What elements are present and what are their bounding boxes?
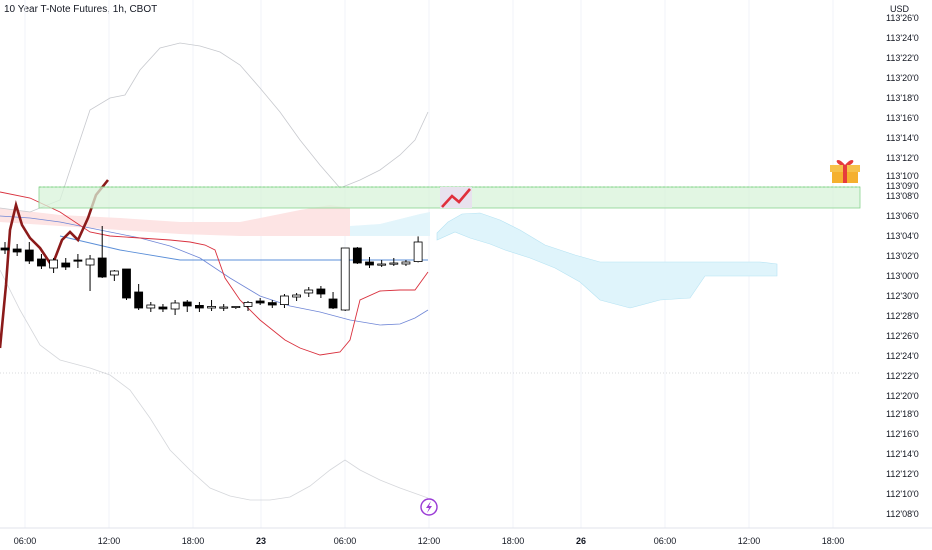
time-tick-label: 18:00 — [182, 536, 205, 546]
time-tick-label: 12:00 — [418, 536, 441, 546]
ichimoku-cloud-past-upper — [350, 212, 430, 236]
time-tick-label: 06:00 — [654, 536, 677, 546]
candle-bearish[interactable] — [316, 288, 326, 295]
candle-bullish[interactable] — [292, 294, 302, 298]
kijun-sen-line — [59, 235, 428, 261]
candles-group[interactable] — [0, 226, 423, 315]
price-tick-label: 113'18'0 — [886, 93, 919, 103]
candle-bullish[interactable] — [280, 295, 289, 306]
candle-bullish[interactable] — [85, 258, 95, 266]
tenkan-sen-line — [0, 191, 429, 356]
price-axis[interactable]: 113'26'0 113'24'0 113'22'0 113'20'0 113'18'0… — [886, 13, 919, 519]
time-tick-label: 26 — [576, 536, 586, 546]
price-tick-label: 112'16'0 — [886, 429, 919, 439]
candle-bearish[interactable] — [97, 257, 107, 278]
price-tick-label: 112'14'0 — [886, 449, 919, 459]
price-tick-label: 113'02'0 — [886, 251, 919, 261]
candle-bearish[interactable] — [158, 306, 168, 310]
chart-title: 10 Year T-Note Futures, 1h, CBOT — [4, 4, 158, 15]
candle-bearish[interactable] — [365, 261, 374, 266]
currency-label: USD — [890, 4, 910, 14]
price-tick-label: 113'08'0 — [886, 191, 919, 201]
bollinger-upper-band — [0, 42, 429, 213]
candle-bullish[interactable] — [146, 304, 156, 309]
candle-bullish[interactable] — [109, 270, 119, 276]
candle-bearish[interactable] — [37, 258, 46, 267]
candle-bearish[interactable] — [61, 262, 71, 268]
candle-bullish[interactable] — [49, 259, 58, 269]
time-tick-label: 06:00 — [334, 536, 357, 546]
candle-bullish[interactable] — [219, 306, 229, 309]
candle-bearish[interactable] — [0, 247, 10, 251]
price-tick-label: 112'26'0 — [886, 331, 919, 341]
lightning-event-icon[interactable] — [420, 498, 438, 516]
candle-bullish[interactable] — [304, 289, 314, 294]
candle-bullish[interactable] — [207, 305, 216, 309]
price-tick-label: 112'10'0 — [886, 489, 919, 499]
time-tick-label: 12:00 — [98, 536, 121, 546]
gift-icon[interactable] — [830, 159, 860, 183]
candle-bearish[interactable] — [134, 291, 144, 309]
candle-bullish[interactable] — [243, 301, 253, 307]
candle-bullish[interactable] — [231, 305, 241, 308]
price-tick-label: 113'10'0 — [886, 171, 919, 181]
candle-bearish[interactable] — [182, 301, 192, 307]
price-tick-label: 113'06'0 — [886, 211, 919, 221]
candle-bullish[interactable] — [389, 262, 399, 265]
candle-bullish[interactable] — [377, 263, 387, 266]
forecast-pattern-icon[interactable] — [440, 187, 472, 208]
ichimoku-cloud-past — [0, 205, 350, 236]
candle-bearish[interactable] — [267, 302, 277, 306]
price-tick-label: 113'20'0 — [886, 73, 919, 83]
candle-bullish[interactable] — [413, 241, 423, 263]
price-tick-label: 112'18'0 — [886, 409, 919, 419]
time-tick-label: 18:00 — [822, 536, 845, 546]
price-tick-label: 112'24'0 — [886, 351, 919, 361]
price-tick-label: 112'28'0 — [886, 311, 919, 321]
time-tick-label: 23 — [256, 536, 266, 546]
time-axis[interactable]: 06:00 12:00 18:00 23 06:00 12:00 18:00 26 06:00 1… — [14, 536, 845, 546]
candle-bearish[interactable] — [352, 247, 362, 264]
candle-bearish[interactable] — [24, 249, 34, 262]
price-tick-label: 113'14'0 — [886, 133, 919, 143]
price-tick-label: 113'00'0 — [886, 271, 919, 281]
candle-bearish[interactable] — [12, 248, 22, 253]
candle-bullish[interactable] — [401, 261, 411, 265]
candle-bearish[interactable] — [122, 268, 131, 299]
bollinger-lower-band — [0, 269, 429, 501]
price-tick-label: 112'08'0 — [886, 509, 919, 519]
price-tick-label: 113'16'0 — [886, 113, 919, 123]
time-tick-label: 12:00 — [738, 536, 761, 546]
price-tick-label: 112'12'0 — [886, 469, 919, 479]
price-tick-label: 113'24'0 — [886, 33, 919, 43]
bollinger-middle-band — [0, 215, 429, 326]
price-tick-label: 113'26'0 — [886, 13, 919, 23]
candle-bearish[interactable] — [194, 304, 204, 309]
candle-bullish[interactable] — [170, 302, 180, 310]
ichimoku-cloud-future — [436, 212, 778, 309]
price-tick-label: 112'22'0 — [886, 371, 919, 381]
price-tick-label: 113'12'0 — [886, 153, 919, 163]
price-tick-label: 113'22'0 — [886, 53, 919, 63]
price-tick-label: 112'20'0 — [886, 391, 919, 401]
candle-bearish[interactable] — [255, 300, 265, 304]
time-tick-label: 18:00 — [502, 536, 525, 546]
time-tick-label: 06:00 — [14, 536, 37, 546]
price-tick-label: 113'09'0 — [886, 181, 919, 191]
candle-bearish[interactable] — [73, 259, 83, 262]
candle-bullish[interactable] — [340, 247, 350, 311]
price-tick-label: 113'04'0 — [886, 231, 919, 241]
price-tick-label: 112'30'0 — [886, 291, 919, 301]
candle-bearish[interactable] — [328, 298, 338, 309]
